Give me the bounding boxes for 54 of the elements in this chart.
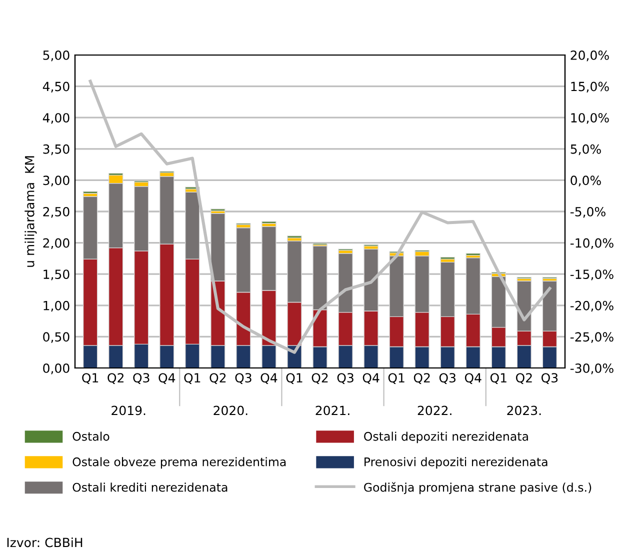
text: 2021. (316, 406, 350, 416)
y2-tick-label: -15,0% (570, 270, 614, 280)
y2-tick-label: 15,0% (571, 82, 609, 92)
x-tick-label: Q1 (388, 373, 404, 384)
x-tick-label: Q4 (464, 373, 482, 384)
y2-tick-label: -20,0% (570, 300, 614, 312)
x-tick-label: Q1 (490, 373, 506, 384)
text: 2019. (112, 406, 146, 416)
x-tick-label: Q3 (541, 373, 558, 384)
legend-label: Godišnja promjena strane pasive (d.s.) (364, 482, 592, 494)
x-tick-label: Q3 (439, 373, 456, 384)
x-tick-label: Q2 (312, 373, 328, 384)
text: 2020. (214, 406, 248, 416)
y2-tick-label: 0,0% (570, 176, 601, 186)
y-tick-label: 3,00 (43, 176, 70, 186)
x-tick-label: Q4 (158, 373, 176, 384)
y-tick-label: 0,00 (43, 363, 70, 374)
y-tick-label: 3,50 (43, 144, 70, 156)
y2-tick-label: -5,0% (570, 206, 606, 218)
x-tick-label: Q1 (184, 373, 200, 384)
y2-tick-label: 5,0% (570, 144, 601, 156)
x-tick-label: Q2 (210, 373, 226, 384)
y-tick-label: 2,00 (43, 238, 70, 249)
y-tick-label: 1,00 (44, 300, 70, 312)
y-tick-label: 4,50 (42, 82, 70, 92)
text: 2022. (418, 406, 452, 416)
y-axis-title: u milijardama KM (24, 156, 37, 267)
y2-tick-label: -10,0% (570, 238, 614, 249)
x-tick-label: Q2 (414, 373, 430, 384)
y-tick-label: 1,50 (44, 270, 70, 280)
x-tick-label: Q4 (362, 373, 380, 384)
legend-label: Ostale obveze prema nerezidentima (72, 457, 286, 469)
text: Izvor: CBBiH (7, 538, 82, 548)
y2-tick-label: 10,0% (571, 113, 609, 124)
legend-label: Ostali depoziti nerezidenata (364, 432, 528, 444)
x-tick-label: Q4 (260, 373, 278, 384)
text: 2023. (507, 406, 541, 416)
x-tick-label: Q1 (286, 373, 302, 384)
x-tick-label: Q3 (337, 373, 354, 384)
x-tick-label: Q2 (516, 373, 532, 384)
y-tick-label: 2,50 (43, 206, 70, 218)
x-tick-label: Q2 (108, 373, 124, 384)
y2-tick-label: -30,0% (570, 363, 614, 374)
y-tick-label: 5,00 (43, 50, 70, 62)
y2-tick-label: 20,0% (570, 50, 609, 62)
y2-tick-label: -25,0% (570, 332, 614, 343)
x-tick-label: Q3 (235, 373, 252, 384)
legend-label: Ostali krediti nerezidenata (72, 482, 228, 492)
legend-label: Prenosivi depoziti nerezidenata (364, 457, 548, 469)
y-tick-label: 0,50 (43, 332, 70, 343)
y-tick-label: 4,00 (42, 113, 70, 124)
x-tick-label: Q3 (133, 373, 150, 384)
x-tick-label: Q1 (82, 373, 98, 384)
legend-label: Ostalo (72, 432, 110, 441)
